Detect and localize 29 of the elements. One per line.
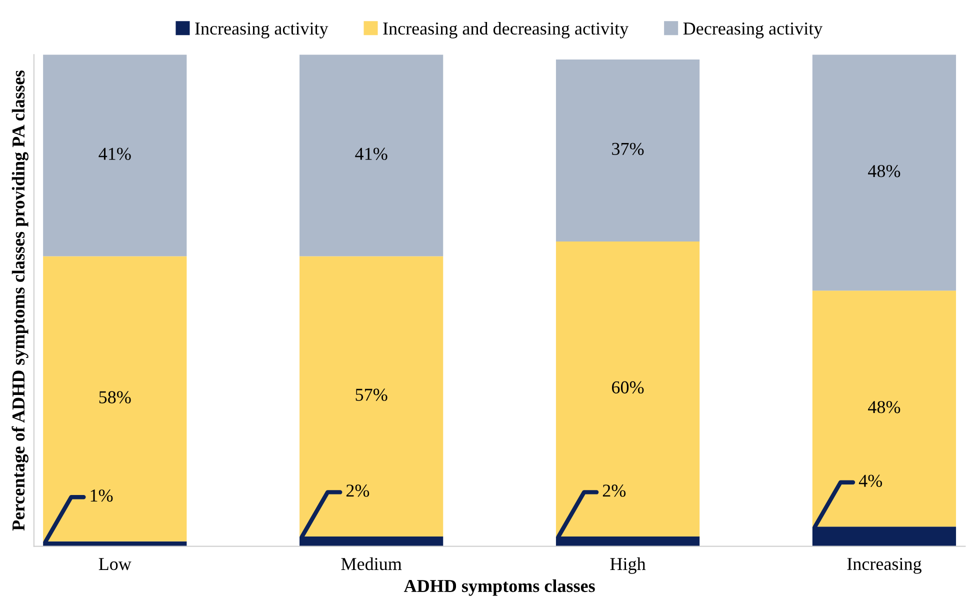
bar xyxy=(556,60,700,242)
data-label: 4% xyxy=(858,474,882,487)
data-label: 41% xyxy=(355,148,388,160)
bar xyxy=(556,241,700,536)
x-tick-label: High xyxy=(610,557,646,574)
data-label: 60% xyxy=(612,381,644,394)
data-label: 2% xyxy=(602,484,626,497)
x-axis-title: ADHD symptoms classes xyxy=(404,579,595,596)
data-label: 41% xyxy=(98,148,131,160)
x-tick-label: Medium xyxy=(341,557,402,570)
data-label: 58% xyxy=(99,391,131,404)
data-label: 57% xyxy=(356,388,388,401)
data-label: 1% xyxy=(90,489,113,502)
legend-label: Increasing and decreasing activity xyxy=(383,22,629,38)
data-label: 37% xyxy=(612,142,644,156)
legend-label: Increasing activity xyxy=(195,22,328,38)
bar xyxy=(300,54,444,256)
x-tick-label: Increasing xyxy=(847,558,922,574)
bar xyxy=(43,256,187,542)
y-axis-title: Percentage of ADHD symptoms classes providing PA classes xyxy=(12,70,28,531)
bar xyxy=(300,256,444,536)
bar xyxy=(812,54,956,291)
bar xyxy=(812,290,956,527)
data-label: 48% xyxy=(868,400,900,414)
data-label: 48% xyxy=(868,164,900,178)
bar xyxy=(43,54,187,256)
legend-label: Decreasing activity xyxy=(683,22,823,38)
data-label: 2% xyxy=(346,484,370,497)
x-tick-label: Low xyxy=(98,558,132,570)
